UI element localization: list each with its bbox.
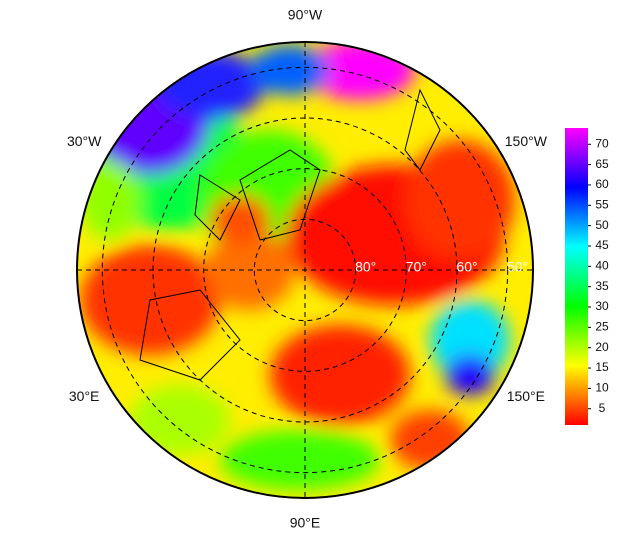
colorbar-tick-label: 70: [595, 136, 609, 150]
latitude-circle: [152, 117, 458, 423]
colorbar-tick-label: 15: [595, 360, 609, 374]
colorbar-tick-label: 55: [595, 197, 609, 211]
latitude-circle: [203, 168, 407, 372]
colorbar: 5 10 15 20 25 30 35 40 45 50 55 60 65 70: [565, 128, 609, 425]
colorbar-tick-label: 45: [595, 238, 609, 252]
longitude-label: 30°E: [69, 388, 100, 404]
colorbar-tick-label: 65: [595, 157, 609, 171]
colorbar-tick-label: 10: [595, 381, 609, 395]
longitude-label: 90°E: [290, 515, 321, 531]
colorbar-tick-label: 35: [595, 279, 609, 293]
longitude-label: 90°W: [288, 7, 323, 23]
longitude-label: 150°W: [505, 133, 548, 149]
latitude-label: 80°: [355, 259, 376, 275]
latitude-circle: [101, 66, 509, 474]
latitude-label: 60°: [456, 259, 477, 275]
latitude-grid: 80° 70° 60° 50°: [101, 66, 528, 474]
colorbar-scale: [565, 128, 588, 425]
longitude-labels: 90°W 30°W 150°W 30°E 150°E 90°E: [67, 7, 548, 531]
colorbar-tick-label: 20: [595, 340, 609, 354]
field: [77, 42, 533, 498]
map-border: [76, 41, 534, 499]
longitude-label: 150°E: [507, 388, 545, 404]
latitude-label: 50°: [507, 259, 528, 275]
latitude-label: 70°: [406, 259, 427, 275]
latitude-circle: [253, 218, 357, 322]
colorbar-tick-label: 30: [595, 299, 609, 313]
longitude-label: 30°W: [67, 133, 102, 149]
colorbar-tick-label: 25: [595, 320, 609, 334]
colorbar-tick-label: 40: [595, 259, 609, 273]
colorbar-tick-label: 60: [595, 177, 609, 191]
colorbar-tick-label: 50: [595, 218, 609, 232]
coastline: [139, 88, 441, 381]
colorbar-tick-label: 5: [599, 401, 606, 415]
